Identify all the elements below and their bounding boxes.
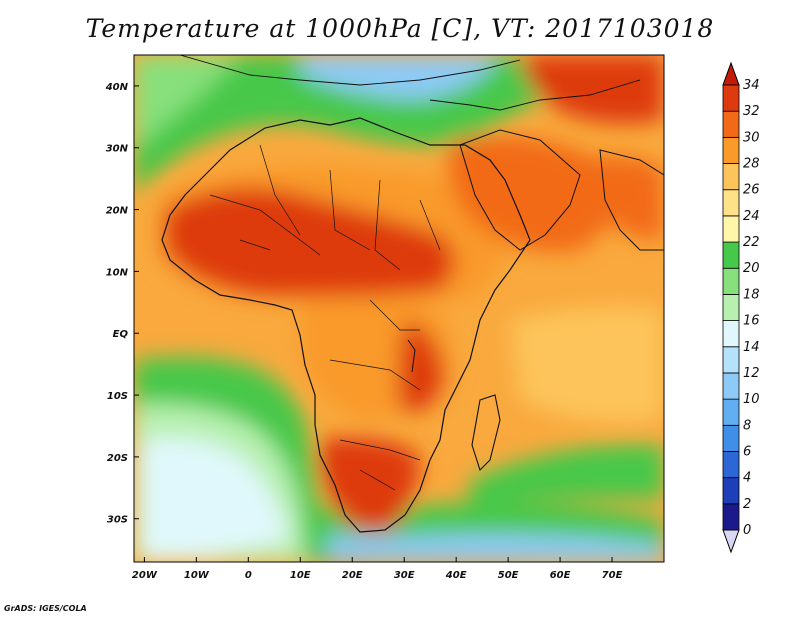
colorbar-swatch (722, 372, 740, 400)
lat-tick-label: 40N (105, 82, 129, 93)
lon-tick-label: 0 (245, 570, 252, 581)
colorbar-swatch (722, 267, 740, 295)
lat-tick-label: 10S (107, 391, 128, 402)
india-coastline (599, 149, 664, 251)
colorbar-swatch (722, 503, 740, 531)
lon-tick-label: 10E (290, 570, 311, 581)
india-warm-zone (580, 156, 664, 240)
colorbar-top-triangle (722, 61, 740, 86)
plot-frame (133, 54, 665, 563)
southern-africa-hot-zone (318, 437, 420, 532)
temperature-field (134, 55, 664, 562)
colorbar-swatch (722, 424, 740, 452)
colorbar-label: 24 (743, 209, 760, 224)
latitude-axis: 40N 30N 20N 10N EQ 10S 20S 30S (105, 82, 139, 526)
north-green-zone (134, 55, 664, 195)
arabia-coastline (459, 129, 581, 251)
colorbar-label: 34 (743, 78, 760, 93)
map-title: Temperature at 1000hPa [C], VT: 20171030… (85, 14, 715, 43)
mediterranean-cool-zone (300, 55, 500, 100)
sahel-hot-zone (165, 187, 455, 297)
colorbar-swatch (722, 241, 740, 269)
colorbar-swatch (722, 477, 740, 505)
colorbar-label: 8 (743, 418, 751, 433)
lat-tick-label: 20N (106, 206, 129, 217)
indian-ocean-warm-zone (510, 306, 664, 423)
colorbar-label: 4 (743, 471, 751, 486)
colorbar-label: 2 (743, 497, 751, 512)
country-borders (209, 144, 441, 491)
lon-tick-label: 20E (342, 570, 363, 581)
colorbar-bottom-triangle (722, 529, 740, 554)
colorbar-label: 6 (743, 444, 751, 459)
colorbar-swatch (722, 189, 740, 217)
lon-tick-label: 30E (394, 570, 415, 581)
madagascar-coastline (471, 394, 501, 472)
colorbar-swatch (722, 346, 740, 374)
colorbar-label: 32 (743, 104, 760, 119)
arabia-hot-zone (447, 135, 616, 252)
lat-tick-label: 20S (107, 453, 128, 464)
lat-tick-label: 10N (106, 267, 129, 278)
colorbar-swatch (722, 398, 740, 426)
colorbar-swatch (722, 136, 740, 164)
colorbar-label: 10 (743, 392, 760, 407)
colorbar-label: 30 (743, 130, 760, 145)
colorbar-label: 22 (743, 235, 760, 250)
lon-tick-label: 50E (498, 570, 519, 581)
africa-coastline (161, 117, 531, 533)
colorbar-label: 26 (743, 183, 760, 198)
northwest-zone (134, 55, 240, 150)
colorbar-swatch (722, 215, 740, 243)
indian-ocean-green-zone (470, 444, 664, 505)
colorbar-swatch (722, 110, 740, 138)
colorbar-label: 0 (743, 523, 751, 538)
iran-hot-zone (520, 55, 664, 124)
colorbar-label: 12 (743, 366, 760, 381)
colorbar-swatch (722, 320, 740, 348)
lon-tick-label: 70E (602, 570, 623, 581)
northern-coastlines (179, 55, 641, 111)
lake-outline (407, 339, 416, 373)
colorbar-label: 20 (743, 261, 760, 276)
lon-tick-label: 10W (184, 570, 210, 581)
colorbar-swatch (722, 163, 740, 191)
colorbar-swatch (722, 451, 740, 479)
lon-tick-label: 20W (132, 570, 158, 581)
lat-tick-label: 30S (107, 515, 128, 526)
lon-tick-label: 60E (550, 570, 571, 581)
colorbar-label: 16 (743, 314, 760, 329)
colorbar-swatch (722, 84, 740, 112)
colorbar-label: 14 (743, 340, 760, 355)
lat-tick-label: 30N (106, 144, 129, 155)
lat-tick-label: EQ (113, 329, 129, 340)
lon-tick-label: 40E (445, 570, 467, 581)
longitude-axis: 20W 10W 0 10E 20E 30E 40E 50E 60E 70E (132, 557, 623, 581)
colorbar-label: 18 (743, 287, 760, 302)
colorbar-swatch (722, 294, 740, 321)
grads-credit: GrADS: IGES/COLA (4, 604, 87, 613)
atlantic-cold-core (140, 437, 290, 560)
colorbar-label: 28 (743, 157, 760, 172)
